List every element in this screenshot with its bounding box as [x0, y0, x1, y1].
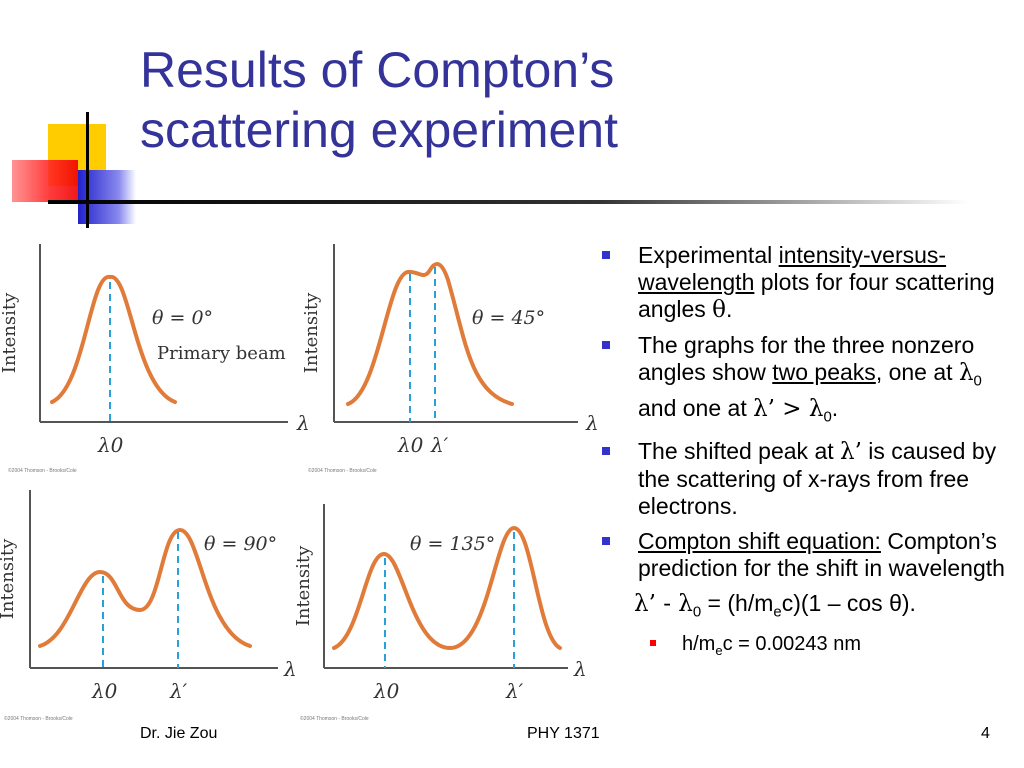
- xlabel: λ: [573, 657, 587, 681]
- compton-equation: λ’ - λ0 = (h/mec)(1 – cos θ).: [634, 590, 916, 621]
- logo-vertical-line: [86, 112, 89, 228]
- plot-panel-0deg: Intensity λ λ0 θ = 0° Primary beam ©2004…: [0, 244, 310, 474]
- bullet-1: Experimental intensity-versus-wavelength…: [598, 242, 1008, 324]
- ylabel: Intensity: [293, 545, 314, 626]
- intensity-curve: [332, 525, 562, 651]
- title-line-2: scattering experiment: [140, 102, 619, 158]
- primary-beam-label: Primary beam: [157, 343, 286, 364]
- ylabel: Intensity: [0, 538, 18, 619]
- xlabel: λ: [283, 657, 297, 681]
- copyright: ©2004 Thomson - Brooks/Cole: [4, 715, 73, 722]
- angle-label: θ = 45°: [472, 307, 545, 329]
- plot-panel-135deg: Intensity λ λ0 λ′ θ = 135° ©2004 Thomson…: [293, 504, 587, 722]
- intensity-curve: [38, 527, 252, 648]
- tick-lambda0: λ0: [397, 433, 424, 457]
- footer-course: PHY 1371: [527, 725, 600, 742]
- tick-lambda-prime: λ′: [169, 679, 188, 703]
- angle-label: θ = 90°: [204, 533, 277, 555]
- bullet-2: The graphs for the three nonzero angles …: [598, 332, 1008, 430]
- xlabel: λ: [585, 411, 599, 435]
- bullet-marker: [602, 447, 610, 456]
- logo-red-square: [12, 160, 78, 202]
- sub-bullet-constant: h/mec = 0.00243 nm: [598, 632, 1008, 663]
- tick-lambda-prime: λ′: [430, 433, 449, 457]
- ylabel: Intensity: [0, 292, 20, 373]
- xlabel: λ: [296, 411, 310, 435]
- plot-panel-45deg: Intensity λ λ0 λ′ θ = 45° ©2004 Thomson …: [301, 244, 599, 474]
- angle-label: θ = 0°: [152, 307, 213, 329]
- tick-lambda-prime: λ′: [505, 679, 524, 703]
- footer-page-number: 4: [981, 725, 990, 742]
- bullet-marker: [602, 537, 610, 546]
- copyright: ©2004 Thomson - Brooks/Cole: [308, 467, 377, 474]
- footer-author: Dr. Jie Zou: [140, 725, 218, 742]
- bullet-4: Compton shift equation: Compton’s predic…: [598, 528, 1008, 582]
- intensity-curve: [50, 275, 177, 404]
- bullet-marker: [602, 341, 610, 349]
- slide-title: Results of Compton’s scattering experime…: [140, 40, 1000, 160]
- link-compton-shift-equation[interactable]: Compton shift equation:: [638, 528, 881, 555]
- angle-label: θ = 135°: [410, 533, 495, 555]
- intensity-curve: [346, 262, 514, 406]
- tick-lambda0: λ0: [373, 679, 400, 703]
- bullet-3: The shifted peak at λ’ is caused by the …: [598, 438, 1008, 520]
- bullet-marker: [602, 251, 610, 259]
- title-line-1: Results of Compton’s: [140, 42, 615, 98]
- tick-lambda0: λ0: [97, 433, 124, 457]
- title-underline: [48, 200, 968, 204]
- compton-plots-figure: Intensity λ λ0 θ = 0° Primary beam ©2004…: [0, 232, 600, 722]
- link-intensity-vs-wavelength[interactable]: intensity-versus-wavelength: [638, 242, 947, 295]
- copyright: ©2004 Thomson - Brooks/Cole: [300, 715, 369, 722]
- sub-bullet-marker: [650, 639, 656, 646]
- copyright: ©2004 Thomson - Brooks/Cole: [8, 467, 77, 474]
- ylabel: Intensity: [301, 292, 322, 373]
- bullet-list: Experimental intensity-versus-wavelength…: [598, 242, 1008, 663]
- plot-panel-90deg: Intensity λ λ0 λ′ θ = 90° ©2004 Thomson …: [0, 490, 297, 722]
- link-two-peaks[interactable]: two peaks: [772, 359, 876, 385]
- tick-lambda0: λ0: [91, 679, 118, 703]
